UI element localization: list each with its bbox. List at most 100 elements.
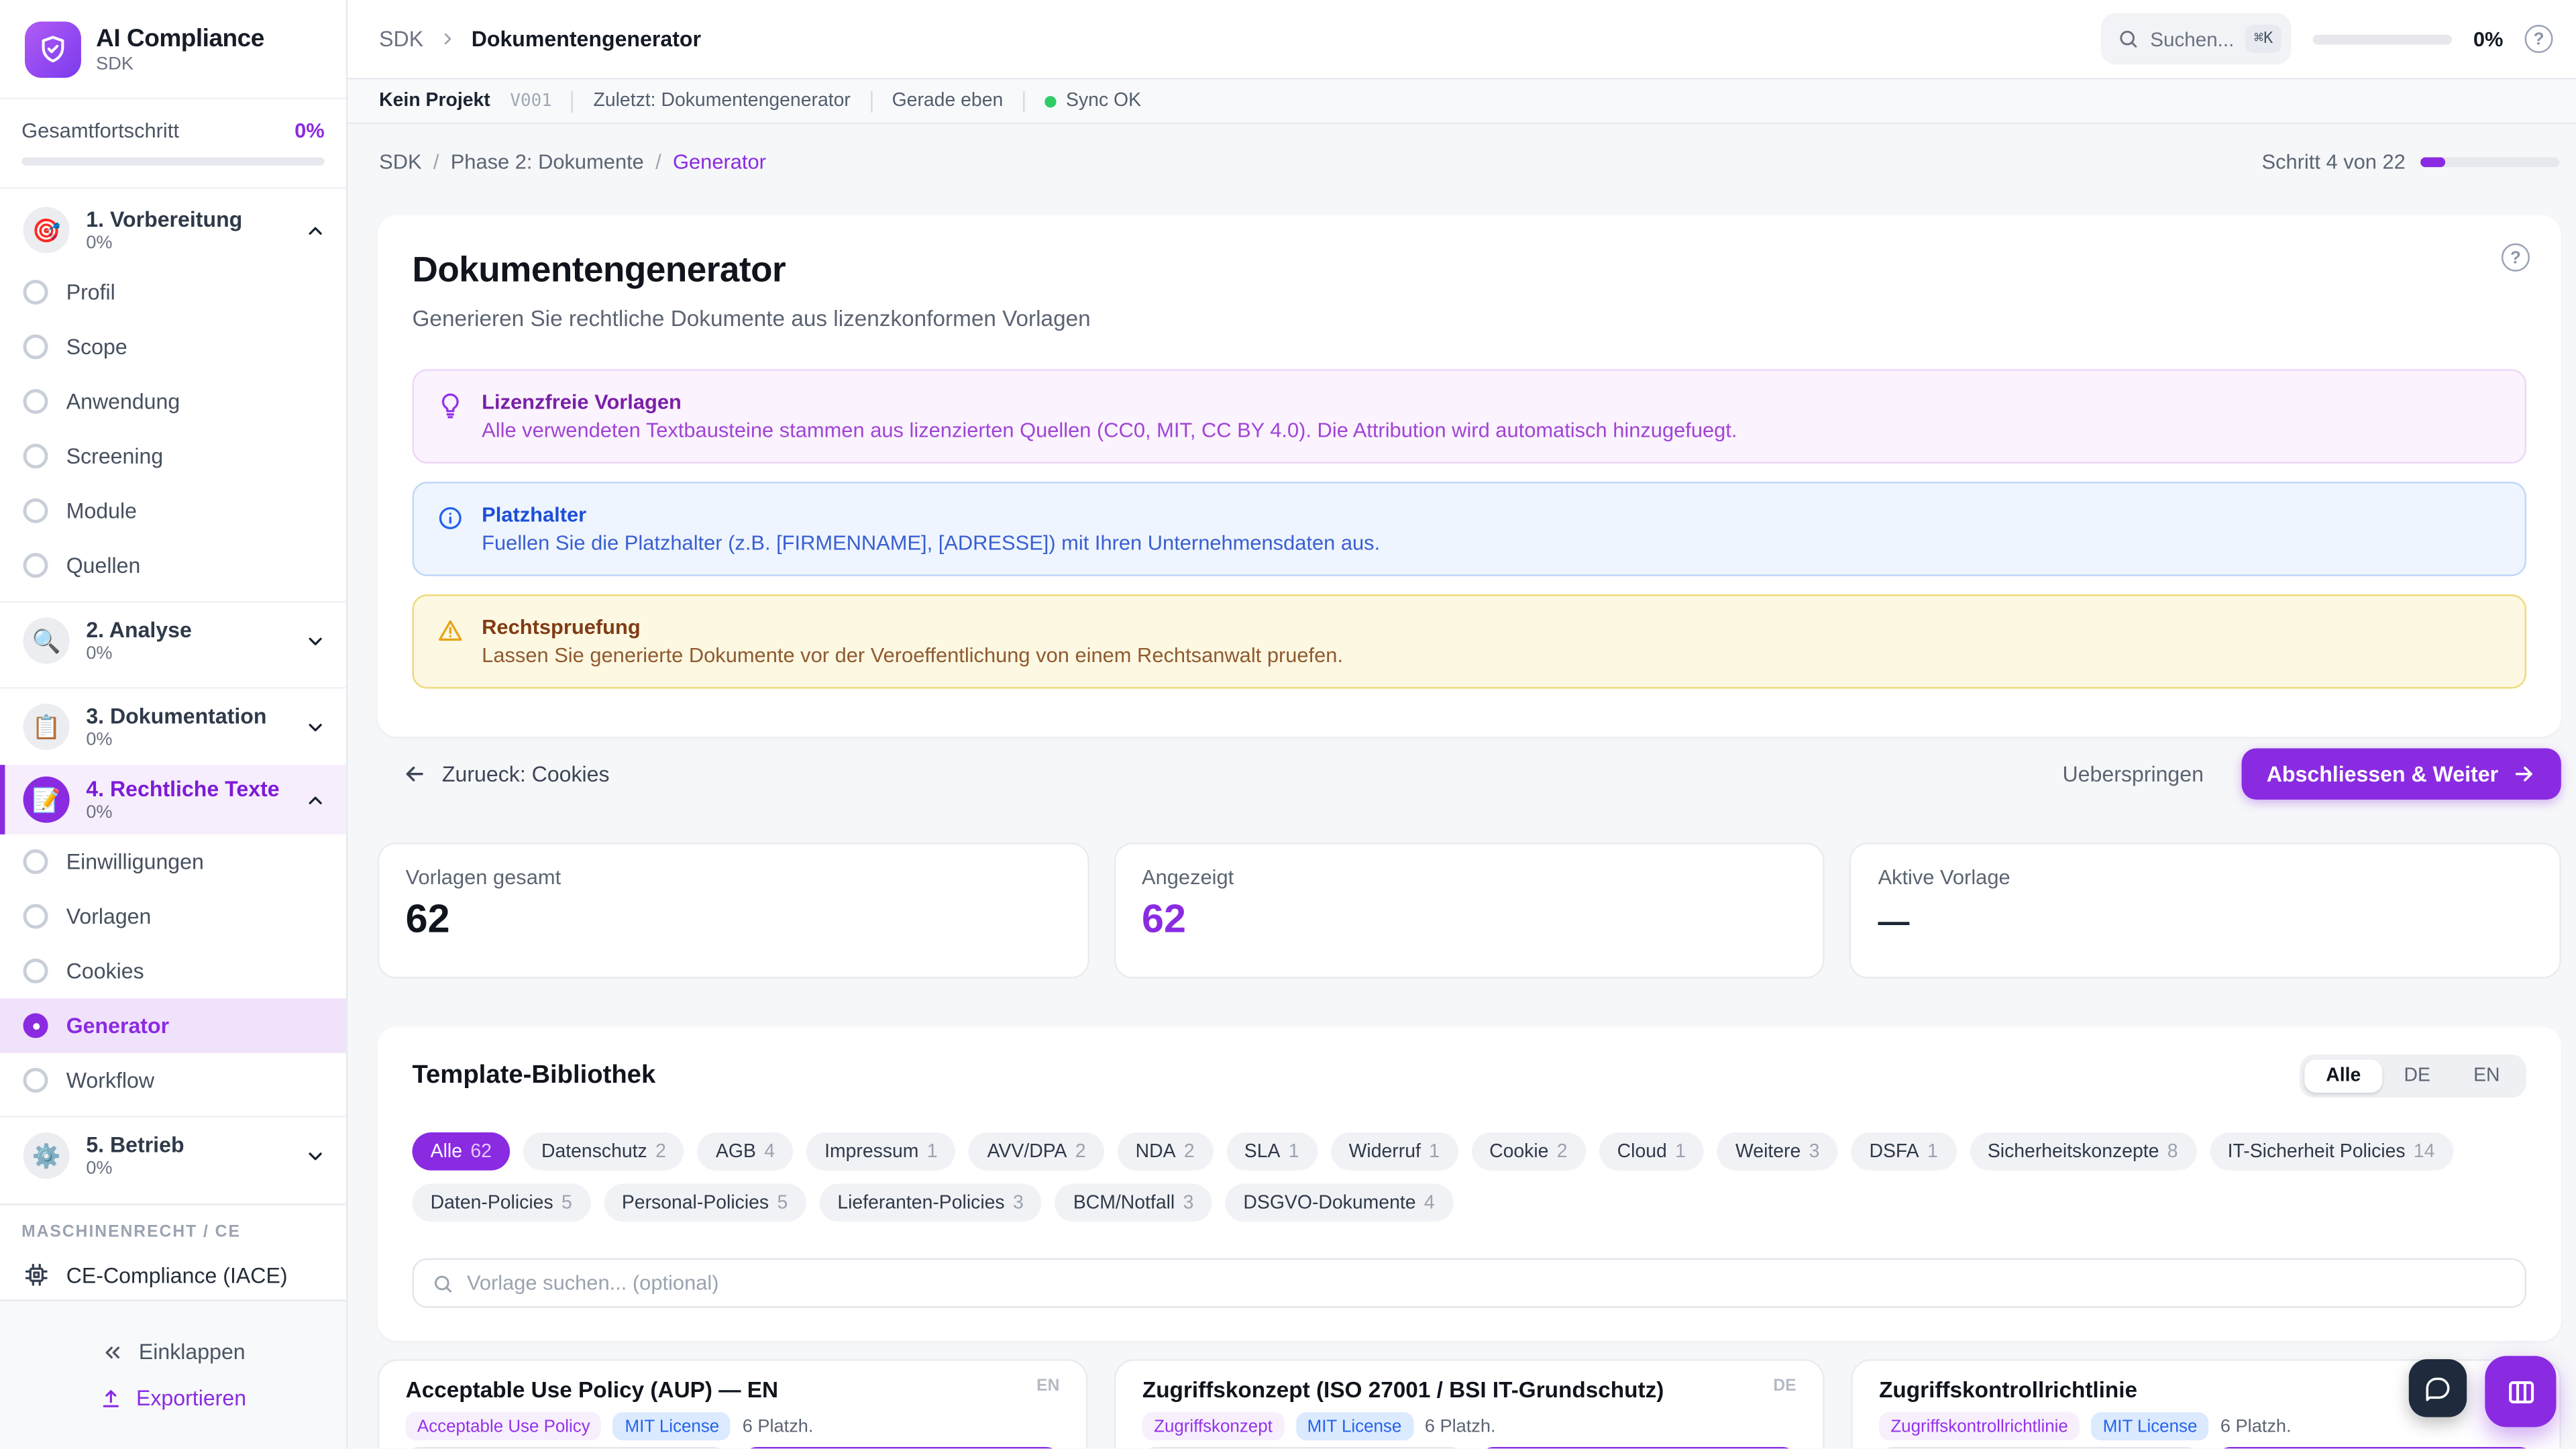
template-card-aup[interactable]: Acceptable Use Policy (AUP) — EN EN Acce… (377, 1359, 1088, 1449)
chip-count: 2 (1183, 1141, 1195, 1162)
chip-count: 14 (2413, 1141, 2435, 1162)
template-search-input[interactable] (466, 1271, 2507, 1295)
export-button[interactable]: Exportieren (100, 1386, 246, 1411)
collapse-label: Einklappen (138, 1339, 246, 1364)
topbar-breadcrumb: SDK Dokumentengenerator (379, 26, 701, 51)
filter-chip-sicherheitskonzepte[interactable]: Sicherheitskonzepte 8 (1969, 1132, 2196, 1171)
placeholders-count: 6 Platzh. (1424, 1416, 1496, 1436)
filter-chip-bcm-notfall[interactable]: BCM/Notfall 3 (1055, 1183, 1212, 1222)
topbar: SDK Dokumentengenerator Suchen... ⌘K 0% … (347, 0, 2576, 80)
placeholders-count: 6 Platzh. (742, 1416, 814, 1436)
sidebar-item-quellen[interactable]: Quellen (0, 538, 346, 592)
sidebar-item-label: Profil (66, 280, 115, 305)
sidebar-item-ce-compliance[interactable]: CE-Compliance (IACE) (0, 1250, 346, 1299)
filter-chip-agb[interactable]: AGB 4 (697, 1132, 794, 1171)
chevron-up-icon[interactable] (305, 219, 326, 241)
filter-chip-sla[interactable]: SLA 1 (1226, 1132, 1318, 1171)
section-percent: 0% (86, 1159, 113, 1179)
template-primary-button[interactable] (1479, 1446, 1796, 1449)
filter-chip-cloud[interactable]: Cloud 1 (1599, 1132, 1705, 1171)
sidebar-item-einwilligungen[interactable]: Einwilligungen (0, 835, 346, 889)
chip-label: DSFA (1869, 1141, 1919, 1162)
template-card-zugriffskontrollrichtlinie[interactable]: Zugriffskontrollrichtlinie Zugriffskontr… (1851, 1359, 2561, 1449)
chevron-down-icon[interactable] (305, 1145, 326, 1167)
sidebar-item-scope[interactable]: Scope (0, 319, 346, 374)
sidebar-item-module[interactable]: Module (0, 484, 346, 538)
step-progress-bar (2420, 157, 2560, 168)
breadcrumb-sdk[interactable]: SDK (379, 150, 422, 174)
template-card-zugriffskonzept[interactable]: Zugriffskonzept (ISO 27001 / BSI IT-Grun… (1114, 1359, 1825, 1449)
filter-chip-datenschutz[interactable]: Datenschutz 2 (523, 1132, 685, 1171)
section-percent: 0% (86, 802, 113, 823)
sidebar-item-label: Workflow (66, 1067, 155, 1093)
chevron-down-icon[interactable] (305, 630, 326, 651)
filter-chip-dsfa[interactable]: DSFA 1 (1851, 1132, 1956, 1171)
filter-chip-nda[interactable]: NDA 2 (1117, 1132, 1213, 1171)
breadcrumb-root[interactable]: SDK (379, 26, 424, 52)
template-secondary-button[interactable] (405, 1446, 727, 1449)
template-secondary-button[interactable] (1879, 1446, 2200, 1449)
sidebar-section-dokumentation[interactable]: 📋 3. Dokumentation 0% (0, 687, 346, 765)
filter-chip-impressum[interactable]: Impressum 1 (806, 1132, 956, 1171)
alert-title: Platzhalter (482, 503, 587, 527)
filter-chip-avv-dpa[interactable]: AVV/DPA 2 (969, 1132, 1104, 1171)
license-tag: MIT License (613, 1412, 731, 1441)
sidebar-item-profil[interactable]: Profil (0, 265, 346, 319)
radio-icon (23, 443, 48, 469)
sidebar-item-cookies[interactable]: Cookies (0, 944, 346, 998)
filter-chip-widerruf[interactable]: Widerruf 1 (1330, 1132, 1458, 1171)
sidebar-section-betrieb[interactable]: ⚙️ 5. Betrieb 0% (0, 1116, 346, 1193)
template-primary-button[interactable] (2216, 1446, 2533, 1449)
filter-chip-personal-policies[interactable]: Personal-Policies 5 (603, 1183, 806, 1222)
filter-chip-it-sicherheit-policies[interactable]: IT-Sicherheit Policies 14 (2209, 1132, 2453, 1171)
alert-body: Fuellen Sie die Platzhalter (z.B. [FIRME… (482, 531, 1381, 555)
header-progress-value: 0% (2473, 27, 2504, 51)
collapse-sidebar-button[interactable]: Einklappen (101, 1340, 246, 1364)
sidebar-item-vorlagen[interactable]: Vorlagen (0, 889, 346, 943)
panel-layout-fab-button[interactable] (2485, 1356, 2557, 1428)
sidebar-section-vorbereitung[interactable]: 🎯 1. Vorbereitung 0% (0, 195, 346, 265)
sidebar-item-workflow[interactable]: Workflow (0, 1053, 346, 1108)
breadcrumb-phase[interactable]: Phase 2: Dokumente (450, 150, 644, 174)
template-primary-button[interactable] (742, 1446, 1060, 1449)
global-search-button[interactable]: Suchen... ⌘K (2100, 13, 2292, 65)
filter-chip-daten-policies[interactable]: Daten-Policies 5 (412, 1183, 590, 1222)
brand: AI Compliance SDK (0, 0, 346, 100)
sidebar-section-rechtliche-texte[interactable]: 📝 4. Rechtliche Texte 0% (0, 765, 346, 835)
chat-fab-button[interactable] (2408, 1359, 2467, 1417)
tab-de[interactable]: DE (2404, 1066, 2430, 1086)
chip-count: 3 (1183, 1193, 1194, 1213)
version-badge: V001 (510, 91, 552, 111)
skip-button[interactable]: Ueberspringen (2062, 761, 2204, 787)
divider (0, 1203, 346, 1205)
tab-alle[interactable]: Alle (2304, 1059, 2383, 1093)
chevron-down-icon[interactable] (305, 716, 326, 737)
chip-label: SLA (1244, 1141, 1281, 1162)
page-content: SDK / Phase 2: Dokumente / Generator Sch… (347, 124, 2576, 1449)
filter-chip-lieferanten-policies[interactable]: Lieferanten-Policies 3 (819, 1183, 1042, 1222)
filter-chip-cookie[interactable]: Cookie 2 (1470, 1132, 1586, 1171)
sidebar-item-anwendung[interactable]: Anwendung (0, 374, 346, 429)
chevron-up-icon[interactable] (305, 789, 326, 810)
help-icon[interactable]: ? (2501, 243, 2530, 272)
chip-count: 1 (1675, 1141, 1686, 1162)
chip-count: 5 (777, 1193, 788, 1213)
chip-label: Cookie (1489, 1141, 1549, 1162)
tab-en[interactable]: EN (2473, 1066, 2500, 1086)
filter-chip-dsgvo-dokumente[interactable]: DSGVO-Dokumente 4 (1225, 1183, 1453, 1222)
back-button[interactable]: Zurueck: Cookies (402, 761, 610, 786)
sidebar-section-analyse[interactable]: 🔍 2. Analyse 0% (0, 600, 346, 679)
section-percent: 0% (86, 644, 113, 664)
target-emoji-icon: 🎯 (23, 207, 70, 254)
sidebar-item-screening[interactable]: Screening (0, 429, 346, 483)
finish-next-button[interactable]: Abschliessen & Weiter (2241, 748, 2561, 800)
radio-icon (23, 498, 48, 523)
sidebar-item-generator[interactable]: Generator (0, 998, 346, 1053)
chip-count: 4 (764, 1141, 775, 1162)
template-secondary-button[interactable] (1142, 1446, 1463, 1449)
divider (870, 90, 872, 112)
filter-chip-weitere[interactable]: Weitere 3 (1717, 1132, 1838, 1171)
filter-chip-alle[interactable]: Alle 62 (412, 1132, 511, 1171)
library-title: Template-Bibliothek (412, 1061, 656, 1089)
help-icon[interactable]: ? (2524, 25, 2553, 53)
